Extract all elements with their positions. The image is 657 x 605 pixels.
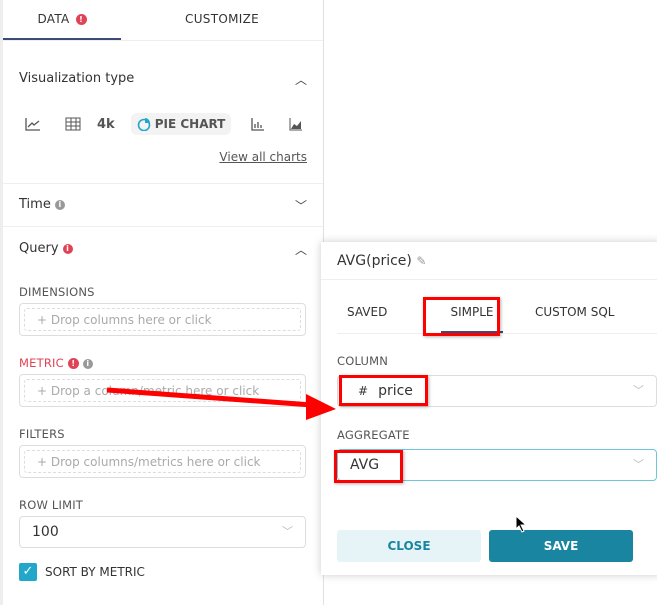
chevron-down-icon: ﹀ [633,384,644,397]
annotation-box-column [339,375,428,406]
row-limit-label: ROW LIMIT [19,498,84,512]
info-icon: i [82,358,93,369]
tab-data-label: DATA [37,12,70,26]
pie-chart-button[interactable]: PIE CHART [130,113,232,135]
query-header[interactable]: Query i ︿ [19,241,307,257]
tab-saved[interactable]: SAVED [347,305,388,319]
chevron-up-icon: ︿ [294,73,307,87]
tab-custom-sql[interactable]: CUSTOM SQL [535,305,615,319]
filters-label: FILTERS [19,427,65,441]
tab-customize[interactable]: CUSTOMIZE [185,12,259,26]
plus-icon: + [37,384,51,398]
error-info-icon: i [62,243,73,254]
aggregate-label: AGGREGATE [337,428,410,442]
sort-by-metric-label: SORT BY METRIC [45,565,145,579]
pencil-icon[interactable]: ✎ [416,254,427,268]
line-chart-icon[interactable] [25,117,41,131]
plus-icon: + [37,455,51,469]
dimensions-placeholder: Drop columns here or click [50,313,212,327]
bar-chart-icon[interactable] [251,117,265,131]
time-title: Time [19,197,51,212]
chevron-down-icon: ﹀ [294,199,307,213]
dimensions-label: DIMENSIONS [19,285,95,299]
column-select[interactable]: # price ﹀ [337,375,657,407]
dimensions-dropzone[interactable]: + Drop columns here or click [19,303,306,336]
metric-label: METRIC! i [19,356,93,370]
annotation-box-aggregate [334,450,403,483]
save-button[interactable]: SAVE [489,530,633,562]
annotation-box-simple [423,297,500,336]
chevron-down-icon: ﹀ [282,525,293,538]
chevron-down-icon: ﹀ [633,458,644,471]
tab-data[interactable]: DATA! [3,0,121,40]
row-limit-value: 100 [32,524,59,540]
pie-chart-icon [137,118,151,131]
plus-icon: + [37,313,51,327]
tab-simple[interactable]: SIMPLE [441,305,503,333]
chevron-up-icon: ︿ [294,243,307,257]
row-limit-select[interactable]: 100 ﹀ [19,516,306,548]
column-value: price [378,383,413,399]
time-header[interactable]: Time i ﹀ [19,197,307,213]
metric-name: AVG(price) [337,253,412,269]
viz-type-title: Visualization type [19,71,135,86]
sort-by-metric-checkbox[interactable]: ✓ SORT BY METRIC [19,563,145,581]
close-button[interactable]: CLOSE [337,530,481,562]
metric-dropzone[interactable]: + Drop a column/metric here or click [19,374,306,407]
aggregate-value: AVG [350,457,380,473]
table-icon[interactable] [65,117,81,131]
big-number-button[interactable]: 4k [97,116,115,132]
info-icon: i [54,199,65,210]
column-label: COLUMN [337,354,389,368]
metric-label-text: METRIC [19,356,64,370]
checkmark-icon: ✓ [19,563,37,581]
filters-placeholder: Drop columns/metrics here or click [50,455,261,469]
view-all-charts-link[interactable]: View all charts [219,150,307,164]
control-panel: DATA! CUSTOMIZE Visualization type ︿ 4k P… [0,0,324,605]
error-icon: ! [67,358,79,369]
filters-dropzone[interactable]: + Drop columns/metrics here or click [19,445,306,478]
pie-chart-label: PIE CHART [154,117,226,131]
query-title: Query [19,241,59,256]
error-icon: ! [75,14,87,25]
area-chart-icon[interactable] [289,117,303,131]
popover-title[interactable]: AVG(price) ✎ [337,253,426,269]
mouse-cursor-icon [515,515,527,533]
metric-placeholder: Drop a column/metric here or click [50,384,260,398]
viz-type-header[interactable]: Visualization type ︿ [19,71,307,87]
numeric-type-icon: # [358,384,369,398]
